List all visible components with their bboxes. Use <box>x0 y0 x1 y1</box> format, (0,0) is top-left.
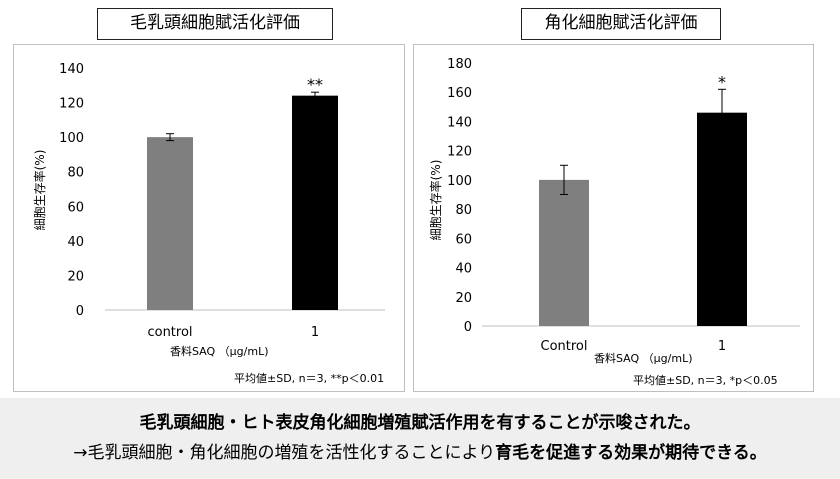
conclusion-line-1: 毛乳頭細胞・ヒト表皮角化細胞増殖賦活作用を有することが示唆された。 <box>139 413 701 433</box>
x-axis-title-left: 香料SAQ （μg/mL) <box>170 345 269 358</box>
y-tick-label: 160 <box>447 86 472 101</box>
y-axis-title: 細胞生存率(%) <box>32 150 47 231</box>
y-tick-label: 60 <box>67 200 84 215</box>
y-tick-label: 80 <box>67 166 84 181</box>
y-tick-label: 140 <box>447 115 472 130</box>
y-tick-label: 40 <box>67 235 84 250</box>
x-category-label: Control <box>541 339 588 354</box>
x-category-label: control <box>147 325 192 340</box>
y-tick-label: 140 <box>59 62 84 77</box>
stats-note-left: 平均値±SD, n＝3, **p＜0.01 <box>234 372 385 385</box>
x-category-label: 1 <box>718 339 726 354</box>
chart-panel-left <box>13 44 405 392</box>
y-tick-label: 20 <box>455 291 472 306</box>
conclusion-line-2-prefix: →毛乳頭細胞・角化細胞の増殖を活性化することにより <box>73 443 496 463</box>
chart-panel-right <box>413 44 814 392</box>
conclusion-banner: 毛乳頭細胞・ヒト表皮角化細胞増殖賦活作用を有することが示唆された。 →毛乳頭細胞… <box>0 398 840 479</box>
bar-1 <box>697 112 747 326</box>
y-tick-label: 0 <box>76 304 84 319</box>
y-tick-label: 80 <box>455 203 472 218</box>
bar-control <box>539 179 589 326</box>
y-tick-label: 0 <box>464 320 472 335</box>
chart-title-right: 角化細胞賦活化評価 <box>521 8 721 40</box>
chart-title-left: 毛乳頭細胞賦活化評価 <box>97 8 333 40</box>
bar-control <box>147 137 193 310</box>
y-tick-label: 120 <box>59 97 84 112</box>
conclusion-line-2-emphasis: 育毛を促進する効果が期待できる。 <box>495 443 767 463</box>
y-tick-label: 60 <box>455 232 472 247</box>
significance-marker: * <box>718 72 726 91</box>
significance-marker: ** <box>307 75 323 94</box>
y-tick-label: 40 <box>455 262 472 277</box>
y-tick-label: 120 <box>447 145 472 160</box>
stats-note-right: 平均値±SD, n＝3, *p＜0.05 <box>633 374 778 387</box>
x-category-label: 1 <box>311 325 319 340</box>
y-tick-label: 100 <box>447 174 472 189</box>
bar-1 <box>292 95 338 311</box>
y-tick-label: 100 <box>59 131 84 146</box>
conclusion-line-2: →毛乳頭細胞・角化細胞の増殖を活性化することにより育毛を促進する効果が期待できる… <box>0 438 840 463</box>
y-axis-title: 細胞生存率(%) <box>428 160 443 241</box>
y-tick-label: 180 <box>447 57 472 72</box>
y-tick-label: 20 <box>67 269 84 284</box>
x-axis-title-right: 香料SAQ （μg/mL) <box>594 352 693 365</box>
